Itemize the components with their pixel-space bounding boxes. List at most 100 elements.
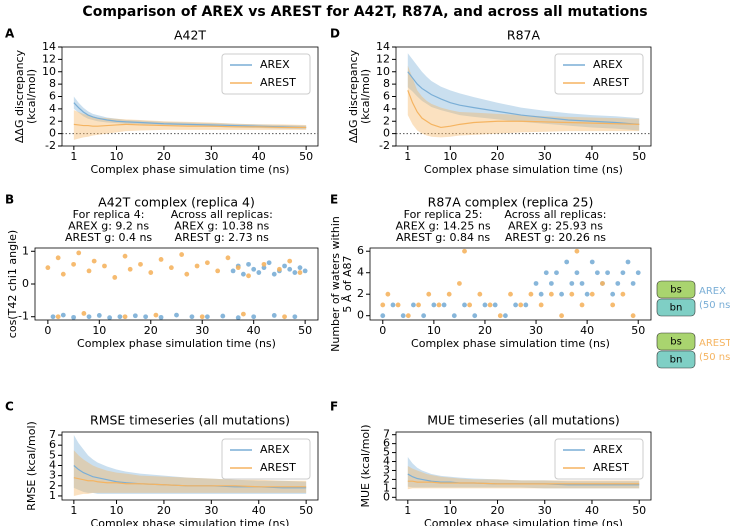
x-tick-label: 20 bbox=[157, 504, 171, 517]
point bbox=[266, 260, 272, 266]
plot-area bbox=[407, 457, 640, 490]
line bbox=[73, 465, 307, 489]
x-tick-label: 30 bbox=[529, 324, 543, 337]
point bbox=[271, 271, 277, 277]
point bbox=[472, 313, 478, 319]
x-tick-label: 1 bbox=[70, 504, 77, 517]
point bbox=[579, 302, 585, 308]
error-band bbox=[407, 65, 640, 138]
line bbox=[73, 123, 307, 129]
point bbox=[204, 260, 210, 266]
legend-label: AREST bbox=[260, 76, 296, 89]
annotation: AREST g: 0.4 ns bbox=[65, 231, 152, 244]
point bbox=[492, 302, 498, 308]
point bbox=[559, 291, 564, 297]
point bbox=[168, 265, 174, 271]
y-tick-label: 0 bbox=[22, 277, 29, 290]
legend: AREX AREST bbox=[221, 53, 311, 95]
point bbox=[421, 313, 427, 319]
point bbox=[390, 302, 396, 308]
point bbox=[457, 281, 462, 286]
point bbox=[148, 270, 154, 275]
point bbox=[605, 270, 610, 276]
point bbox=[179, 252, 185, 257]
point bbox=[431, 302, 437, 308]
legend-label: AREX bbox=[593, 443, 623, 456]
y-axis-label: ΔΔG discrepancy bbox=[347, 49, 360, 143]
point bbox=[543, 270, 549, 276]
panel-title: A42T complex (replica 4) bbox=[98, 195, 255, 210]
point bbox=[91, 258, 97, 264]
y-tick-label: 1 bbox=[22, 244, 29, 257]
x-tick-label: 50 bbox=[298, 324, 312, 337]
point bbox=[380, 313, 386, 319]
axes-frame bbox=[61, 431, 319, 501]
point bbox=[436, 302, 442, 308]
point bbox=[297, 270, 303, 275]
x-tick-label: 20 bbox=[491, 150, 505, 163]
point bbox=[199, 314, 205, 320]
point bbox=[246, 273, 251, 279]
point bbox=[189, 314, 195, 320]
plot-area bbox=[380, 248, 641, 319]
y-tick-label: 5 bbox=[383, 446, 390, 459]
point bbox=[584, 291, 590, 297]
axes-frame bbox=[369, 247, 652, 321]
point bbox=[60, 312, 66, 318]
point bbox=[630, 281, 636, 286]
y-tick-label: 3 bbox=[49, 469, 56, 482]
legend-label: AREST bbox=[699, 338, 730, 349]
annotation: AREX g: 9.2 ns bbox=[68, 220, 149, 233]
point bbox=[240, 271, 246, 277]
annotation: Across all replicas: bbox=[171, 208, 273, 221]
y-tick-label: 4 bbox=[49, 102, 56, 115]
point bbox=[620, 291, 626, 297]
x-tick-label: 30 bbox=[538, 150, 552, 163]
y-tick-label: 2 bbox=[357, 287, 364, 300]
legend-note: (50 ns) bbox=[699, 352, 730, 363]
point bbox=[528, 291, 534, 297]
y-tick-label: 8 bbox=[49, 77, 56, 90]
point bbox=[230, 268, 236, 274]
point bbox=[76, 250, 82, 256]
point bbox=[610, 302, 616, 308]
point bbox=[538, 302, 544, 308]
x-tick-label: 20 bbox=[157, 150, 171, 163]
point bbox=[86, 268, 92, 274]
annotation: For replica 4: bbox=[73, 208, 145, 221]
point bbox=[96, 313, 102, 318]
x-tick-label: 30 bbox=[538, 504, 552, 517]
legend-label: AREX bbox=[699, 286, 726, 297]
annotation: AREST g: 2.73 ns bbox=[175, 231, 269, 244]
point bbox=[143, 314, 149, 320]
point bbox=[574, 248, 580, 254]
point bbox=[225, 255, 231, 261]
legend-box bbox=[221, 438, 311, 480]
point bbox=[215, 268, 221, 274]
state-label: bn bbox=[670, 355, 683, 366]
point bbox=[122, 253, 128, 259]
line bbox=[73, 477, 307, 488]
y-tick-label: 6 bbox=[49, 90, 56, 103]
point bbox=[55, 314, 61, 320]
point bbox=[55, 255, 61, 261]
line bbox=[407, 90, 640, 129]
panel-title: A42T bbox=[174, 28, 206, 43]
point bbox=[564, 259, 570, 265]
x-tick-label: 20 bbox=[478, 324, 492, 337]
point bbox=[277, 266, 282, 272]
point bbox=[287, 258, 293, 264]
x-tick-label: 40 bbox=[247, 324, 261, 337]
point bbox=[292, 314, 298, 320]
y-tick-label: 1 bbox=[49, 489, 56, 502]
x-tick-label: 40 bbox=[580, 324, 594, 337]
x-tick-label: 10 bbox=[443, 150, 457, 163]
y-tick-label: 3 bbox=[383, 463, 390, 476]
line bbox=[407, 71, 640, 125]
legend: AREX AREST bbox=[554, 53, 644, 95]
line bbox=[73, 102, 307, 129]
state-label: bs bbox=[670, 337, 682, 348]
point bbox=[107, 315, 113, 320]
x-axis-label: Complex phase simulation time (ns) bbox=[77, 337, 276, 350]
point bbox=[462, 248, 467, 254]
